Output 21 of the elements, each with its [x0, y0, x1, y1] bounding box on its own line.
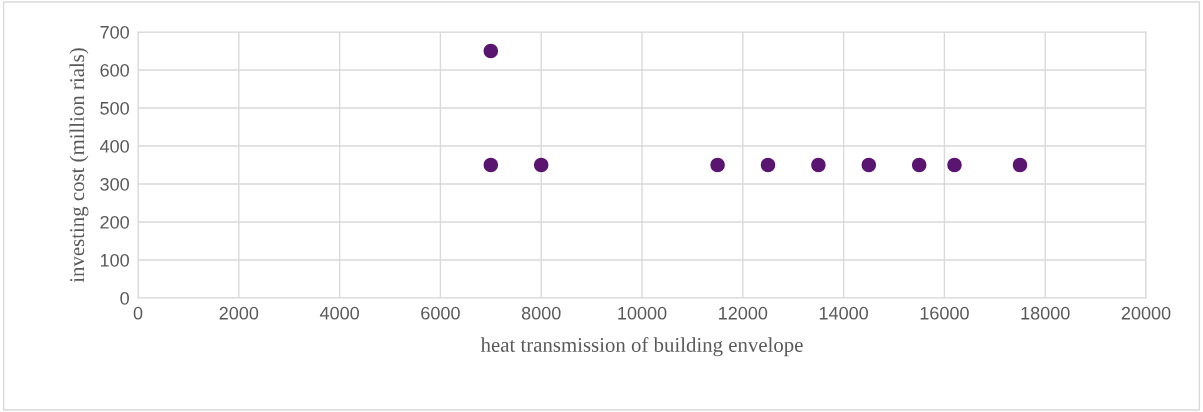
x-tick-label: 0	[133, 306, 143, 320]
x-tick-label: 20000	[1121, 306, 1171, 320]
x-tick-label: 8000	[521, 306, 561, 320]
y-tick-label: 300	[100, 177, 129, 191]
x-tick-label: 14000	[819, 306, 868, 320]
x-tick-label: 2000	[219, 306, 259, 320]
y-axis-title: investing cost (million rials)	[69, 48, 89, 283]
y-tick-label: 200	[100, 215, 129, 229]
y-tick-label: 100	[100, 253, 129, 267]
y-tick-label: 600	[100, 63, 129, 77]
y-tick-label: 0	[120, 291, 129, 305]
x-axis-title: heat transmission of building envelope	[480, 337, 803, 357]
y-tick-label: 500	[100, 101, 129, 115]
x-tick-label: 10000	[618, 306, 667, 320]
y-tick-label: 700	[100, 25, 129, 39]
y-tick-label: 400	[99, 139, 129, 153]
x-tick-label: 6000	[421, 306, 460, 320]
x-tick-label: 16000	[920, 306, 969, 320]
x-tick-label: 18000	[1021, 306, 1070, 320]
x-tick-label: 4000	[319, 306, 359, 320]
x-tick-label: 12000	[719, 306, 768, 320]
